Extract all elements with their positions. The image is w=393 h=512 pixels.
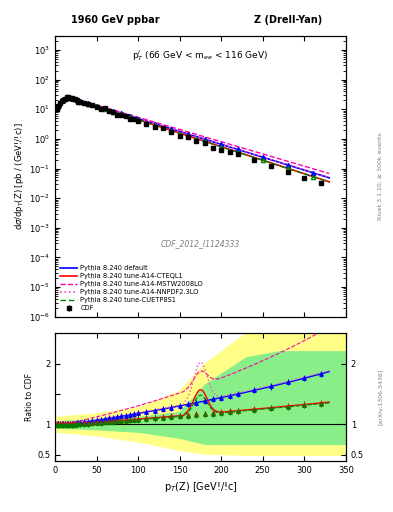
Pythia 8.240 tune-CUETP8S1 [72, 96, 76, 102]
Pythia 8.240 tune-A14-MSTW2008LO [327, 170, 332, 177]
Y-axis label: d$\sigma$/dp$_T$(Z) [pb / (GeV!/!c)]: d$\sigma$/dp$_T$(Z) [pb / (GeV!/!c)] [13, 122, 26, 230]
Pythia 8.240 default [53, 108, 58, 114]
Pythia 8.240 tune-A14-MSTW2008LO [314, 167, 319, 173]
Pythia 8.240 tune-A14-CTEQL1 [53, 108, 58, 114]
Pythia 8.240 tune-A14-CTEQL1 [327, 179, 332, 185]
Pythia 8.240 tune-A14-CTEQL1 [72, 96, 76, 102]
Pythia 8.240 tune-A14-NNPDF2.3LO [72, 95, 76, 101]
Pythia 8.240 tune-CUETP8S1 [53, 108, 58, 114]
Pythia 8.240 default [128, 113, 132, 119]
Pythia 8.240 default [314, 171, 319, 177]
Pythia 8.240 tune-A14-MSTW2008LO [128, 112, 132, 118]
Y-axis label: Ratio to CDF: Ratio to CDF [25, 373, 34, 421]
Text: p$_T^l$ (66 GeV < m$_{ee}$ < 116 GeV): p$_T^l$ (66 GeV < m$_{ee}$ < 116 GeV) [132, 48, 268, 63]
Pythia 8.240 tune-CUETP8S1 [106, 107, 110, 113]
X-axis label: p$_T$(Z) [GeV!/!c]: p$_T$(Z) [GeV!/!c] [163, 480, 237, 494]
Legend: Pythia 8.240 default, Pythia 8.240 tune-A14-CTEQL1, Pythia 8.240 tune-A14-MSTW20: Pythia 8.240 default, Pythia 8.240 tune-… [58, 264, 205, 313]
Pythia 8.240 default [64, 95, 69, 101]
Line: Pythia 8.240 tune-A14-NNPDF2.3LO: Pythia 8.240 tune-A14-NNPDF2.3LO [56, 97, 329, 178]
Pythia 8.240 tune-A14-NNPDF2.3LO [67, 94, 72, 100]
Line: Pythia 8.240 tune-CUETP8S1: Pythia 8.240 tune-CUETP8S1 [56, 98, 329, 182]
Pythia 8.240 tune-A14-CTEQL1 [128, 114, 132, 120]
Pythia 8.240 tune-A14-NNPDF2.3LO [327, 175, 332, 181]
Pythia 8.240 tune-A14-NNPDF2.3LO [128, 113, 132, 119]
Pythia 8.240 default [106, 106, 110, 112]
Pythia 8.240 tune-A14-CTEQL1 [314, 175, 319, 181]
Pythia 8.240 tune-A14-CTEQL1 [67, 94, 72, 100]
Pythia 8.240 tune-A14-MSTW2008LO [106, 105, 110, 112]
Pythia 8.240 tune-A14-MSTW2008LO [305, 164, 310, 170]
Pythia 8.240 default [327, 175, 332, 181]
Text: Rivet 3.1.10, ≥ 300k events: Rivet 3.1.10, ≥ 300k events [378, 133, 383, 220]
Pythia 8.240 tune-A14-MSTW2008LO [53, 107, 58, 113]
Pythia 8.240 tune-A14-MSTW2008LO [67, 94, 72, 100]
Pythia 8.240 tune-A14-MSTW2008LO [72, 95, 76, 101]
Pythia 8.240 tune-A14-NNPDF2.3LO [53, 107, 58, 113]
Pythia 8.240 default [72, 96, 76, 102]
Pythia 8.240 tune-A14-CTEQL1 [64, 95, 69, 101]
Pythia 8.240 tune-A14-NNPDF2.3LO [106, 106, 110, 112]
Text: CDF_2012_I1124333: CDF_2012_I1124333 [161, 240, 240, 248]
Text: 1960 GeV ppbar: 1960 GeV ppbar [71, 15, 160, 25]
Line: Pythia 8.240 default: Pythia 8.240 default [56, 97, 329, 178]
Pythia 8.240 tune-CUETP8S1 [314, 175, 319, 181]
Pythia 8.240 tune-CUETP8S1 [67, 95, 72, 101]
Line: Pythia 8.240 tune-A14-CTEQL1: Pythia 8.240 tune-A14-CTEQL1 [56, 97, 329, 182]
Pythia 8.240 default [305, 168, 310, 174]
Line: Pythia 8.240 tune-A14-MSTW2008LO: Pythia 8.240 tune-A14-MSTW2008LO [56, 97, 329, 174]
Pythia 8.240 tune-A14-NNPDF2.3LO [64, 95, 69, 101]
Pythia 8.240 tune-CUETP8S1 [305, 172, 310, 178]
Pythia 8.240 tune-CUETP8S1 [128, 114, 132, 120]
Pythia 8.240 default [67, 94, 72, 100]
Text: [arXiv:1306.3436]: [arXiv:1306.3436] [378, 369, 383, 425]
Pythia 8.240 tune-A14-CTEQL1 [106, 107, 110, 113]
Pythia 8.240 tune-CUETP8S1 [327, 179, 332, 185]
Pythia 8.240 tune-A14-NNPDF2.3LO [314, 171, 319, 177]
Pythia 8.240 tune-A14-NNPDF2.3LO [305, 168, 310, 174]
Pythia 8.240 tune-CUETP8S1 [64, 95, 69, 101]
Pythia 8.240 tune-A14-MSTW2008LO [64, 95, 69, 101]
Pythia 8.240 tune-A14-CTEQL1 [305, 172, 310, 178]
Text: Z (Drell-Yan): Z (Drell-Yan) [254, 15, 322, 25]
